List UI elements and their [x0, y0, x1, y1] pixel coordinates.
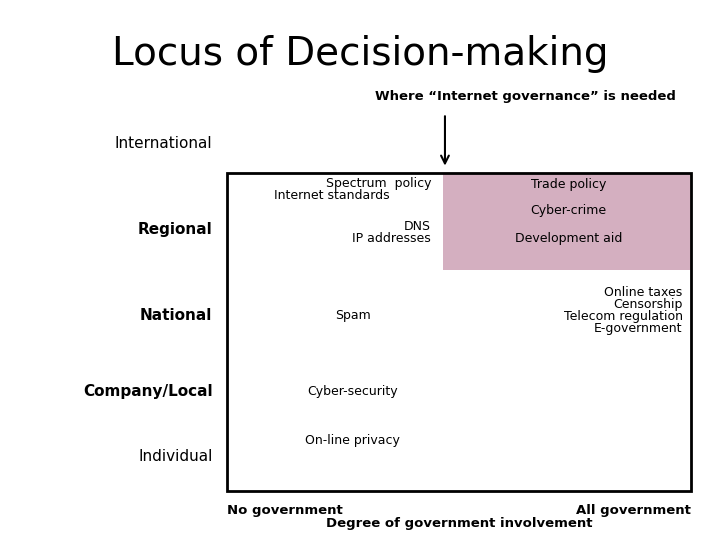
Text: Spam: Spam	[335, 309, 371, 322]
Text: Telecom regulation: Telecom regulation	[564, 310, 683, 323]
Text: Individual: Individual	[138, 449, 212, 464]
Text: Censorship: Censorship	[613, 298, 683, 311]
Text: DNS: DNS	[403, 220, 431, 233]
Text: Trade policy: Trade policy	[531, 178, 606, 191]
Text: Spectrum  policy: Spectrum policy	[326, 177, 432, 190]
Text: All government: All government	[576, 504, 691, 517]
Bar	[227, 173, 691, 491]
Text: Internet standards: Internet standards	[274, 189, 390, 202]
Text: No government: No government	[227, 504, 343, 517]
Text: Locus of Decision-making: Locus of Decision-making	[112, 35, 608, 73]
Text: National: National	[140, 308, 212, 323]
Text: IP addresses: IP addresses	[352, 232, 431, 245]
Text: E-government: E-government	[594, 322, 683, 335]
Text: Degree of government involvement: Degree of government involvement	[325, 517, 593, 530]
Text: Where “Internet governance” is needed: Where “Internet governance” is needed	[375, 90, 676, 103]
Bar	[443, 173, 691, 270]
Text: Regional: Regional	[138, 222, 212, 237]
Text: Online taxes: Online taxes	[604, 286, 683, 299]
Text: On-line privacy: On-line privacy	[305, 434, 400, 447]
Text: Development aid: Development aid	[515, 232, 623, 245]
Text: Cyber-crime: Cyber-crime	[531, 204, 607, 217]
Text: Company/Local: Company/Local	[83, 384, 212, 399]
Text: International: International	[114, 136, 212, 151]
Text: Cyber-security: Cyber-security	[307, 385, 398, 398]
